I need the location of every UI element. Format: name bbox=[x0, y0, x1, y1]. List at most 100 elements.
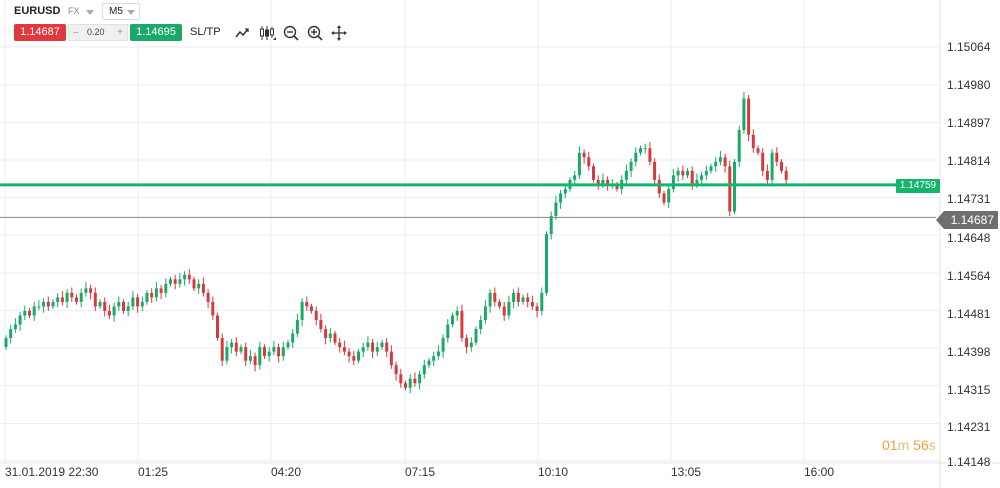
candle-body bbox=[662, 193, 666, 203]
candle bbox=[286, 339, 290, 350]
candle-body bbox=[98, 301, 102, 307]
candle bbox=[686, 168, 689, 179]
candle bbox=[742, 92, 746, 134]
candle-body bbox=[723, 157, 727, 167]
candle-body bbox=[521, 297, 525, 302]
sl-tp-button[interactable]: SL/TP bbox=[190, 26, 221, 38]
candle-body bbox=[103, 301, 107, 311]
candle-body bbox=[530, 301, 534, 307]
candle-body bbox=[347, 351, 351, 357]
candle-body bbox=[18, 315, 22, 325]
y-tick-label: 1.14814 bbox=[947, 154, 991, 168]
x-tick-label: 13:05 bbox=[671, 465, 702, 479]
candle bbox=[51, 299, 55, 310]
y-tick-label: 1.14315 bbox=[947, 383, 991, 397]
candle bbox=[366, 336, 370, 351]
candle-body bbox=[667, 188, 671, 203]
market-label[interactable]: FX bbox=[68, 6, 80, 16]
move-crosshair-icon[interactable] bbox=[330, 24, 348, 42]
candle bbox=[342, 340, 346, 356]
y-tick-label: 1.14231 bbox=[947, 420, 991, 434]
x-tick-label: 04:20 bbox=[271, 465, 302, 479]
candle bbox=[103, 297, 107, 317]
candle-body bbox=[93, 292, 97, 307]
candle bbox=[56, 292, 60, 308]
lot-size-value[interactable]: 0.20 bbox=[87, 27, 105, 37]
x-tick-label: 31.01.2019 22:30 bbox=[5, 465, 99, 479]
chevron-down-icon[interactable] bbox=[86, 10, 94, 15]
candle bbox=[507, 295, 511, 320]
candle bbox=[310, 303, 313, 314]
candle bbox=[352, 350, 356, 366]
candlestick-series bbox=[4, 92, 788, 394]
candle bbox=[676, 167, 680, 182]
timeframe-select[interactable]: M5 bbox=[102, 3, 140, 20]
candle bbox=[28, 308, 31, 319]
candle bbox=[770, 149, 774, 187]
candle-body bbox=[324, 329, 328, 339]
candle bbox=[502, 301, 506, 321]
candle bbox=[60, 291, 64, 306]
candle-body bbox=[469, 342, 473, 348]
candle bbox=[465, 334, 469, 354]
candle-body bbox=[737, 130, 741, 162]
candle bbox=[704, 165, 708, 180]
candle-body bbox=[488, 292, 492, 307]
lot-increase-button[interactable]: + bbox=[117, 27, 123, 38]
candle bbox=[512, 289, 516, 309]
candle bbox=[206, 289, 210, 309]
sell-button[interactable]: 1.14687 bbox=[14, 24, 66, 41]
candle-body bbox=[32, 306, 36, 316]
candle bbox=[709, 163, 713, 174]
candle bbox=[333, 330, 337, 346]
zoom-out-icon[interactable] bbox=[282, 24, 300, 42]
chart-type-candles-icon[interactable] bbox=[258, 24, 276, 42]
candle-body bbox=[79, 292, 83, 302]
candle bbox=[248, 349, 252, 365]
candle-body bbox=[413, 378, 417, 384]
candle bbox=[272, 340, 276, 356]
chart-type-line-icon[interactable] bbox=[234, 24, 252, 42]
candle-body bbox=[267, 351, 271, 357]
candle bbox=[216, 312, 219, 341]
candle-body bbox=[516, 292, 520, 302]
candle-body bbox=[695, 179, 699, 185]
lot-size-stepper[interactable]: – 0.20 + bbox=[68, 24, 128, 41]
candle-body bbox=[587, 157, 591, 167]
candle bbox=[577, 146, 581, 179]
candle-body bbox=[338, 342, 342, 348]
candle bbox=[479, 315, 483, 335]
candle bbox=[488, 289, 492, 313]
buy-button[interactable]: 1.14695 bbox=[130, 24, 182, 41]
candle bbox=[549, 211, 553, 240]
candle bbox=[145, 290, 149, 305]
zoom-in-icon[interactable] bbox=[306, 24, 324, 42]
candle bbox=[169, 276, 172, 287]
candle-body bbox=[714, 161, 718, 167]
y-tick-label: 1.14648 bbox=[947, 231, 991, 245]
candle-body bbox=[780, 161, 783, 171]
candle bbox=[89, 284, 93, 300]
lot-decrease-button[interactable]: – bbox=[73, 27, 79, 38]
level-price-tag[interactable]: 1.14759 bbox=[896, 179, 940, 193]
timer-seconds: 56 bbox=[913, 437, 929, 453]
candle-body bbox=[150, 292, 154, 298]
candle bbox=[187, 269, 191, 284]
candle bbox=[178, 272, 182, 288]
candle bbox=[780, 159, 783, 174]
y-tick-label: 1.14897 bbox=[947, 116, 991, 130]
candle-body bbox=[211, 301, 215, 316]
candle bbox=[173, 274, 177, 290]
candle-body bbox=[357, 351, 360, 361]
candle-body bbox=[653, 161, 657, 180]
candle bbox=[671, 169, 675, 193]
candle-body bbox=[46, 301, 50, 307]
candle bbox=[582, 149, 586, 164]
candle-body bbox=[629, 161, 633, 171]
candle-body bbox=[23, 310, 27, 316]
candle-body bbox=[216, 315, 219, 339]
candle bbox=[737, 125, 741, 168]
symbol-label[interactable]: EURUSD bbox=[14, 5, 61, 17]
candle-body bbox=[366, 342, 370, 348]
